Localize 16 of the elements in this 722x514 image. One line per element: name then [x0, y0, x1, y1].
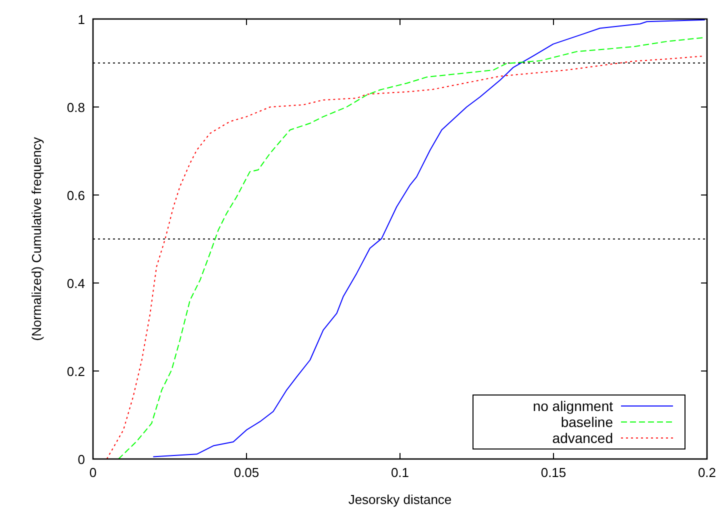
y-tick-label: 1	[78, 12, 85, 27]
y-tick-label: 0.6	[66, 188, 85, 203]
legend-label: baseline	[560, 414, 614, 430]
y-tick-label: 0.4	[66, 276, 85, 291]
x-axis-title: Jesorsky distance	[348, 492, 452, 507]
y-tick-label: 0	[78, 452, 85, 467]
legend-label: advanced	[552, 430, 613, 446]
legend-label: no alignment	[532, 398, 614, 414]
y-tick-label: 0.8	[66, 100, 85, 115]
x-tick-label: 0	[89, 465, 97, 480]
x-tick-label: 0.05	[234, 465, 260, 480]
x-tick-label: 0.1	[390, 465, 410, 480]
y-axis-title: (Normalized) Cumulative frequency	[29, 136, 44, 341]
x-tick-label: 0.2	[698, 465, 716, 480]
x-tick-label: 0.15	[540, 465, 566, 480]
y-tick-label: 0.2	[66, 364, 85, 379]
